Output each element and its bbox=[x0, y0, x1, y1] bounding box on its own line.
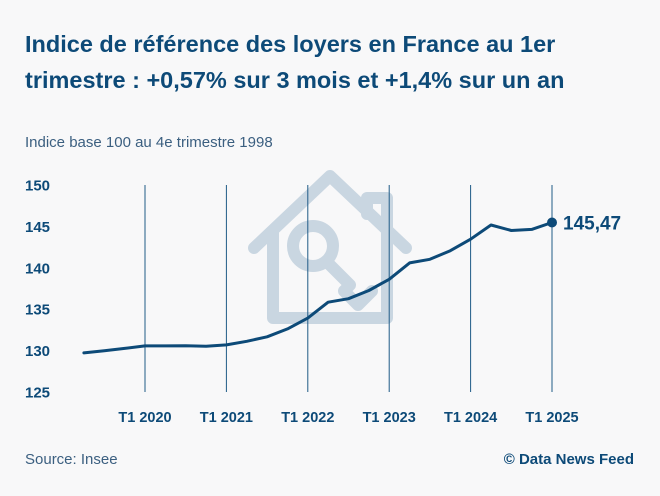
gridlines bbox=[144, 185, 553, 392]
end-value-label: 145,47 bbox=[563, 214, 621, 235]
y-tick-label: 150 bbox=[25, 178, 50, 195]
series-line-irl bbox=[82, 221, 554, 355]
y-tick-label: 140 bbox=[25, 260, 50, 277]
x-tick-label: T1 2020 bbox=[118, 410, 171, 426]
y-tick-label: 125 bbox=[25, 385, 50, 402]
x-tick-label: T1 2024 bbox=[444, 410, 497, 426]
source-note: Source: Insee bbox=[25, 451, 118, 468]
y-tick-label: 145 bbox=[25, 219, 50, 236]
chart-title: Indice de référence des loyers en France… bbox=[25, 31, 565, 93]
copyright-credit: © Data News Feed bbox=[503, 451, 634, 468]
y-tick-label: 135 bbox=[25, 302, 50, 319]
x-tick-label: T1 2021 bbox=[200, 410, 253, 426]
x-tick-label: T1 2023 bbox=[363, 410, 416, 426]
x-axis: T1 2020 T1 2021 T1 2022 T1 2023 T1 2024 T1 20… bbox=[118, 410, 578, 426]
y-tick-label: 130 bbox=[25, 343, 50, 360]
y-axis: 125 130 135 140 145 150 bbox=[25, 178, 50, 402]
end-point-marker bbox=[547, 217, 557, 228]
x-tick-label: T1 2022 bbox=[281, 410, 334, 426]
chart-subtitle: Indice base 100 au 4e trimestre 1998 bbox=[25, 134, 273, 151]
house-key-icon bbox=[248, 170, 412, 324]
x-tick-label: T1 2025 bbox=[525, 410, 578, 426]
